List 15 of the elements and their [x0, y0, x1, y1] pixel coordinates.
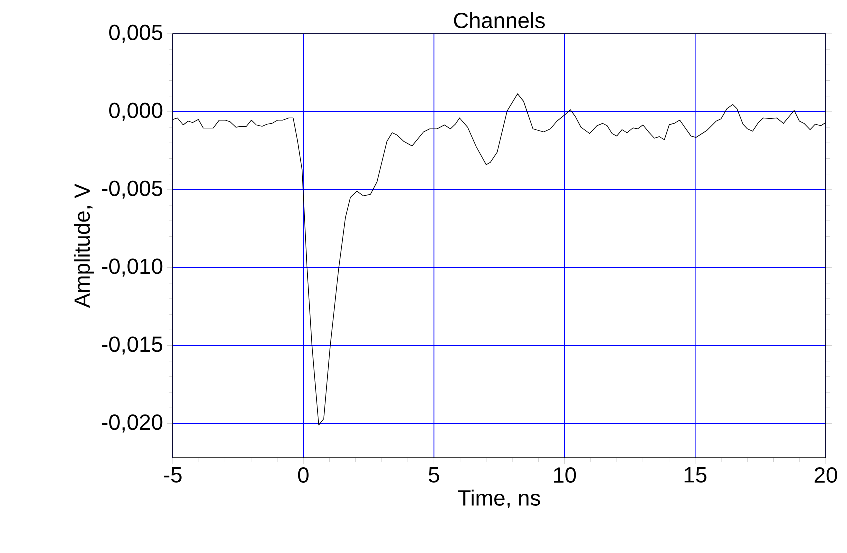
x-tick-label: 0 [298, 468, 309, 484]
y-tick-label: -0,010 [102, 258, 163, 277]
x-tick-label: 15 [684, 468, 707, 483]
y-tick-label: -0,020 [102, 414, 163, 433]
x-tick-label: 10 [554, 468, 576, 484]
x-tick-label: -5 [164, 468, 182, 483]
x-tick-label: 20 [814, 468, 838, 484]
x-tick-label: 5 [428, 468, 440, 483]
y-tick-label: 0,000 [109, 102, 163, 121]
y-tick-label: -0,005 [102, 180, 163, 199]
chart-title: Channels [454, 12, 545, 29]
x-axis-title: Time, ns [458, 490, 540, 509]
y-axis-title: Amplitude, V [74, 184, 94, 308]
y-tick-label: 0,005 [109, 24, 163, 44]
y-tick-label: -0,015 [102, 336, 163, 355]
